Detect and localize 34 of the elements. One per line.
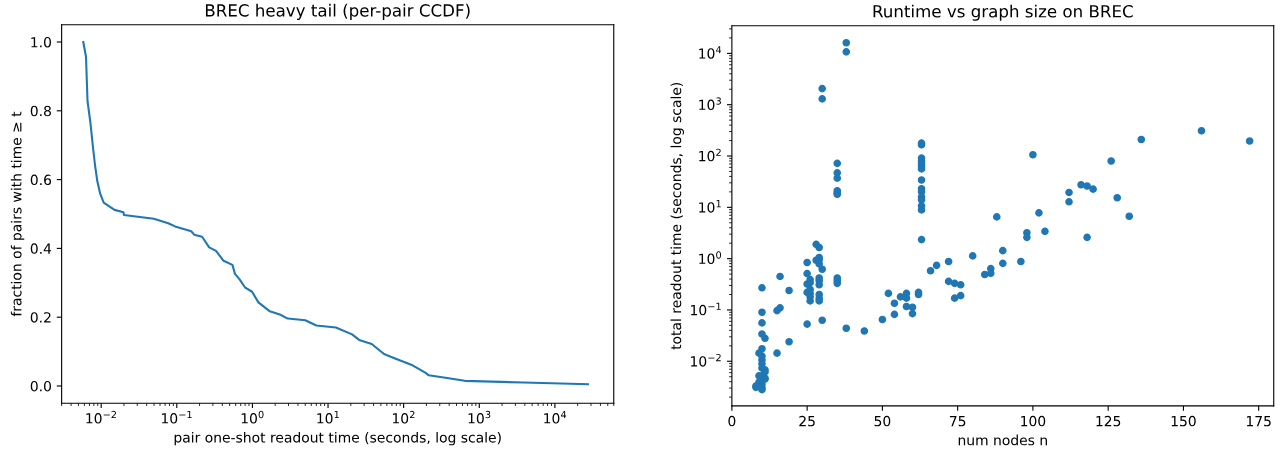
y-tick-label: 0.2 [30,312,51,323]
x-tick-label: 50 [874,415,891,427]
y-tick-label: 1.0 [31,36,51,48]
x-tick-label: 150 [1171,415,1196,427]
y-tick-label: 10$^{−2}$ [691,353,721,367]
y-axis-title: fraction of pairs with time ≥ t [10,111,25,317]
y-tick-label: 10$^{4}$ [699,46,722,59]
y-tick-label: 0.8 [30,105,51,117]
y-axis-title: total readout time (seconds, log scale) [670,82,684,350]
x-tick-label: 10$^{1}$ [317,410,339,424]
x-tick-label: 10$^{−1}$ [162,410,192,424]
y-tick-label: 0.4 [30,243,52,254]
chart-title: Runtime vs graph size on BREC [873,4,1133,21]
x-tick-label: 10$^{3}$ [468,410,491,424]
x-axis-title: num nodes n [958,434,1047,446]
y-tick-label: 10$^{−1}$ [691,302,721,316]
x-tick-label: 0 [728,415,736,427]
x-axis-title: pair one-shot readout time (seconds, log scale) [174,431,501,446]
x-tick-label: 125 [1096,415,1121,427]
y-tick-label: 0.0 [30,380,51,392]
x-tick-label: 10$^{−2}$ [86,410,117,424]
y-tick-label: 10$^{3}$ [699,97,721,111]
x-tick-label: 10$^{2}$ [392,410,415,424]
x-tick-label: 25 [799,415,815,427]
y-tick-label: 10$^{2}$ [699,148,721,162]
x-tick-label: 175 [1246,416,1271,427]
chart-title: BREC heavy tail (per-pair CCDF) [205,3,470,20]
y-tick-label: 10$^{0}$ [699,251,722,265]
x-tick-label: 10$^{0}$ [241,410,264,424]
y-tick-label: 0.6 [30,174,52,186]
x-tick-label: 100 [1021,415,1046,427]
y-tick-label: 10$^{1}$ [699,200,721,213]
x-tick-label: 10$^{4}$ [544,410,567,424]
x-tick-label: 75 [949,416,966,427]
